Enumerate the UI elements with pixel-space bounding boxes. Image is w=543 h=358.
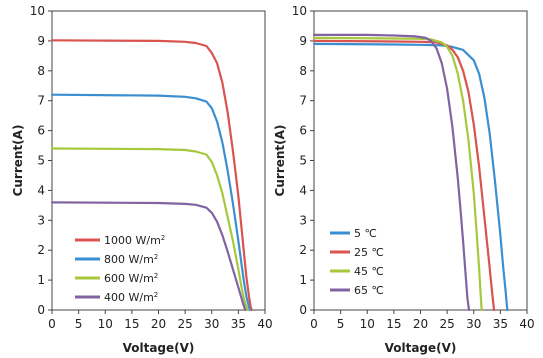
y-tick-label: 0 bbox=[37, 303, 45, 317]
x-tick-label: 40 bbox=[519, 317, 534, 331]
x-tick-label: 35 bbox=[493, 317, 508, 331]
y-tick-label: 7 bbox=[37, 94, 45, 108]
y-tick-label: 6 bbox=[37, 124, 45, 138]
y-tick-label: 9 bbox=[37, 34, 45, 48]
series-line bbox=[50, 39, 253, 312]
y-tick-label: 4 bbox=[299, 183, 307, 197]
y-tick-label: 4 bbox=[37, 183, 45, 197]
y-tick-label: 5 bbox=[37, 154, 45, 168]
series-line bbox=[312, 33, 471, 312]
legend-label: 5 ℃ bbox=[354, 227, 377, 240]
y-tick-label: 9 bbox=[299, 34, 307, 48]
y-tick-label: 0 bbox=[299, 303, 307, 317]
series-line bbox=[50, 201, 247, 312]
x-tick-label: 5 bbox=[337, 317, 345, 331]
x-tick-label: 10 bbox=[98, 317, 113, 331]
y-tick-label: 3 bbox=[299, 213, 307, 227]
x-tick-label: 40 bbox=[257, 317, 272, 331]
legend-label: 800 W/m2 bbox=[104, 253, 158, 266]
y-tick-label: 6 bbox=[299, 124, 307, 138]
y-axis-title: Current(A) bbox=[11, 125, 25, 197]
x-axis-title: Voltage(V) bbox=[123, 341, 195, 355]
legend-label: 25 ℃ bbox=[354, 246, 384, 259]
y-axis-title: Current(A) bbox=[273, 125, 287, 197]
x-tick-label: 35 bbox=[231, 317, 246, 331]
y-tick-label: 2 bbox=[37, 243, 45, 257]
y-tick-label: 3 bbox=[37, 213, 45, 227]
x-tick-label: 20 bbox=[151, 317, 166, 331]
x-tick-label: 10 bbox=[360, 317, 375, 331]
y-tick-label: 10 bbox=[30, 4, 45, 18]
plot-frame bbox=[313, 10, 528, 311]
x-tick-label: 25 bbox=[177, 317, 192, 331]
temperature-chart: 0 5 10 15 20 25 30 35 40 0 1 2 3 4 5 6 7 8 9 10 Voltage(V) Cu… bbox=[273, 4, 535, 355]
x-tick-label: 15 bbox=[124, 317, 139, 331]
x-axis-title: Voltage(V) bbox=[385, 341, 457, 355]
y-tick-label: 2 bbox=[299, 243, 307, 257]
x-tick-label: 30 bbox=[204, 317, 219, 331]
y-tick-label: 7 bbox=[299, 94, 307, 108]
series-line bbox=[50, 147, 250, 312]
x-tick-label: 25 bbox=[439, 317, 454, 331]
series-line bbox=[312, 42, 509, 312]
x-tick-label: 20 bbox=[413, 317, 428, 331]
series-line bbox=[50, 93, 252, 312]
legend-label: 45 ℃ bbox=[354, 265, 384, 278]
y-tick-label: 5 bbox=[299, 154, 307, 168]
x-tick-label: 5 bbox=[75, 317, 83, 331]
y-tick-label: 1 bbox=[299, 273, 307, 287]
y-tick-label: 10 bbox=[292, 4, 307, 18]
legend-label: 65 ℃ bbox=[354, 284, 384, 297]
y-tick-label: 1 bbox=[37, 273, 45, 287]
y-tick-label: 8 bbox=[299, 64, 307, 78]
x-tick-label: 0 bbox=[310, 317, 318, 331]
legend-label: 400 W/m2 bbox=[104, 291, 158, 304]
y-tick-label: 8 bbox=[37, 64, 45, 78]
x-tick-label: 0 bbox=[48, 317, 56, 331]
series-line bbox=[312, 36, 483, 312]
irradiance-chart: 0 5 10 15 20 25 30 35 40 0 1 2 3 4 5 6 7 8 9 10 Voltage(V) Cu… bbox=[11, 4, 273, 355]
x-tick-label: 15 bbox=[386, 317, 401, 331]
legend-label: 1000 W/m2 bbox=[104, 234, 165, 247]
legend-label: 600 W/m2 bbox=[104, 272, 158, 285]
series-line bbox=[312, 39, 496, 312]
x-tick-label: 30 bbox=[466, 317, 481, 331]
